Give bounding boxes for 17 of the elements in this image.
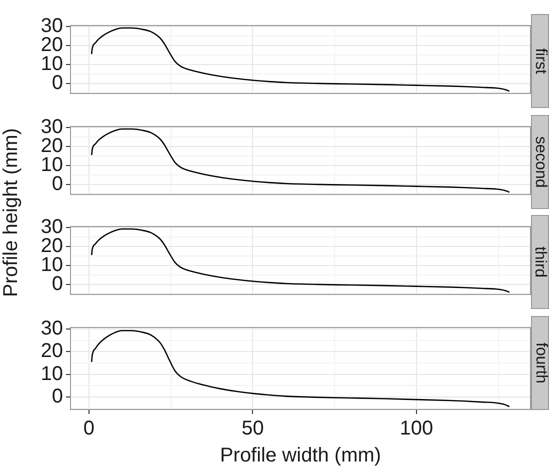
text: third (531, 246, 549, 278)
x-tick-label: 100 (400, 418, 434, 440)
line-series (90, 228, 510, 294)
y-tick-label: 20 (40, 340, 63, 362)
x-tick-label: 50 (242, 418, 264, 440)
y-axis-title: Profile height (mm) (0, 128, 22, 297)
text: first (531, 48, 549, 74)
text: fourth (531, 342, 549, 384)
line-series (90, 128, 510, 193)
line-series (90, 27, 510, 92)
y-tick-label: 10 (40, 363, 63, 386)
x-axis-title: Profile width (mm) (220, 444, 382, 467)
y-tick-label: 30 (40, 318, 63, 340)
line-series (90, 330, 510, 408)
y-tick-label: 0 (52, 386, 63, 408)
text: second (531, 136, 549, 188)
x-tick-label: 0 (83, 418, 95, 440)
